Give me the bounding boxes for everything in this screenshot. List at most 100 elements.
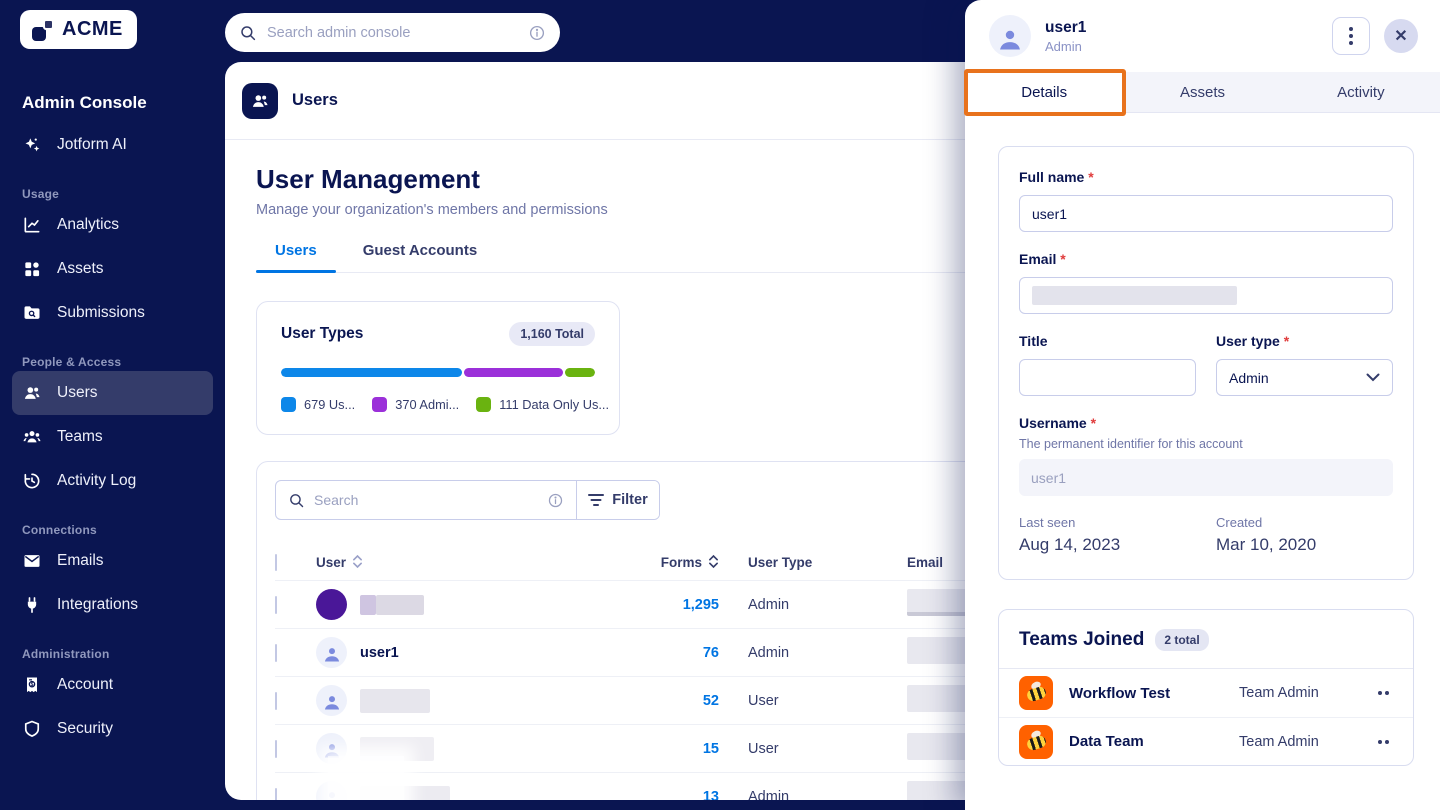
row-checkbox[interactable] [275,595,277,614]
info-icon[interactable] [528,24,546,42]
team-bee-icon [1019,676,1053,710]
tab-users[interactable]: Users [256,242,336,273]
forms-count-link[interactable]: 15 [702,740,719,757]
user-types-title: User Types [281,325,364,342]
legend-swatch [372,397,388,412]
column-header-user-type[interactable]: User Type [748,554,813,570]
tab-guest-accounts[interactable]: Guest Accounts [362,242,478,259]
page-header: Users [225,62,1440,140]
team-bee-icon [1019,724,1053,759]
tab-assets[interactable]: Assets [1179,83,1225,101]
row-checkbox[interactable] [275,691,277,710]
avatar [989,15,1031,57]
legend-swatch [476,397,492,412]
table-search-input[interactable] [314,492,538,508]
user-types-legend: 679 Us... 370 Admi... 111 Data Only Us..… [281,397,609,412]
email-input[interactable] [1019,277,1393,314]
row-checkbox[interactable] [275,787,277,800]
full-name-label: Full name [1019,169,1085,185]
full-name-input[interactable] [1019,195,1393,232]
sidebar-item-activity-log[interactable]: Activity Log [12,459,213,503]
sidebar-item-account[interactable]: $ Account [12,663,213,707]
table-row[interactable]: 52 User [275,676,1145,724]
sidebar-item-label: Jotform AI [57,136,127,153]
sidebar-item-label: Assets [57,260,104,277]
avatar [316,733,347,764]
row-checkbox[interactable] [275,643,277,662]
plug-icon [27,597,37,613]
teams-joined-card: Teams Joined 2 total Workflow Test Team … [998,609,1414,766]
redaction-blur-overlay [328,756,404,800]
distribution-segment [464,368,564,377]
title-input[interactable] [1019,359,1196,396]
sidebar-item-security[interactable]: Security [12,707,213,751]
acme-logo[interactable]: ACME [20,10,137,49]
sidebar-item-users[interactable]: Users [12,371,213,415]
sidebar: ACME Admin Console Jotform AI Usage Anal… [0,0,225,810]
distribution-segment [281,368,463,377]
tab-details[interactable]: Details [965,72,1124,112]
user-type-select[interactable]: Admin [1216,359,1393,396]
sidebar-section-administration: Administration [22,647,110,661]
drawer-header: user1 Admin ✕ [965,0,1440,72]
column-header-email[interactable]: Email [907,554,944,570]
column-header-user[interactable]: User [316,554,616,570]
kebab-menu-button[interactable] [1332,17,1370,55]
drawer-user-name: user1 [1045,18,1087,36]
username-input-disabled: user1 [1019,459,1393,496]
sidebar-item-assets[interactable]: Assets [12,247,213,291]
legend-item-users: 679 Us... [281,397,355,412]
sidebar-item-jotform-ai[interactable]: Jotform AI [12,123,213,167]
sort-icon [353,554,363,569]
account-billing-icon: $ [27,677,37,693]
column-header-forms[interactable]: Forms [616,554,719,570]
filter-label: Filter [612,492,648,508]
sidebar-item-integrations[interactable]: Integrations [12,583,213,627]
more-options-button[interactable] [1374,736,1393,748]
sparkles-icon [25,138,40,152]
filter-button[interactable]: Filter [577,481,659,519]
sidebar-item-submissions[interactable]: Submissions [12,291,213,335]
close-button[interactable]: ✕ [1384,19,1418,53]
forms-count-link[interactable]: 76 [702,644,719,661]
select-all-checkbox[interactable] [275,553,277,571]
forms-count-link[interactable]: 1,295 [682,596,719,613]
info-icon[interactable] [547,492,564,509]
sidebar-title: Admin Console [22,93,147,112]
distribution-segment [565,368,595,377]
sidebar-item-emails[interactable]: Emails [12,539,213,583]
assets-grid-icon [25,262,40,277]
table-search-filter: Filter [275,480,660,520]
users-icon [24,387,40,399]
more-options-button[interactable] [1374,687,1393,699]
user-type-cell: Admin [748,788,790,801]
tab-activity[interactable]: Activity [1337,83,1385,101]
team-role: Team Admin [1239,733,1319,750]
row-checkbox[interactable] [275,739,277,758]
user-name: user1 [360,644,399,661]
sidebar-item-label: Users [57,384,98,401]
submissions-folder-icon [24,306,40,319]
filter-icon [588,494,605,506]
username-hint: The permanent identifier for this accoun… [1019,437,1243,451]
sidebar-section-usage: Usage [22,187,60,201]
forms-count-link[interactable]: 52 [702,692,719,709]
sidebar-item-teams[interactable]: Teams [12,415,213,459]
user-details-drawer: user1 Admin ✕ Details Assets Activity Fu… [964,0,1440,810]
email-label: Email [1019,251,1057,267]
forms-count-link[interactable]: 13 [702,788,719,801]
team-row[interactable]: Workflow Test Team Admin [999,669,1413,717]
search-icon [241,25,256,40]
sidebar-item-label: Emails [57,552,104,569]
global-search-input[interactable] [267,24,518,41]
close-icon: ✕ [1394,28,1408,45]
sidebar-item-label: Submissions [57,304,145,321]
user-type-selected-value: Admin [1229,369,1269,386]
user-type-label: User type [1216,333,1280,349]
team-row[interactable]: Data Team Team Admin [999,717,1413,765]
teams-joined-title: Teams Joined [1019,629,1145,650]
sidebar-item-label: Activity Log [57,472,137,489]
sidebar-item-analytics[interactable]: Analytics [12,203,213,247]
table-header: User Forms User Type Email [275,544,1145,580]
